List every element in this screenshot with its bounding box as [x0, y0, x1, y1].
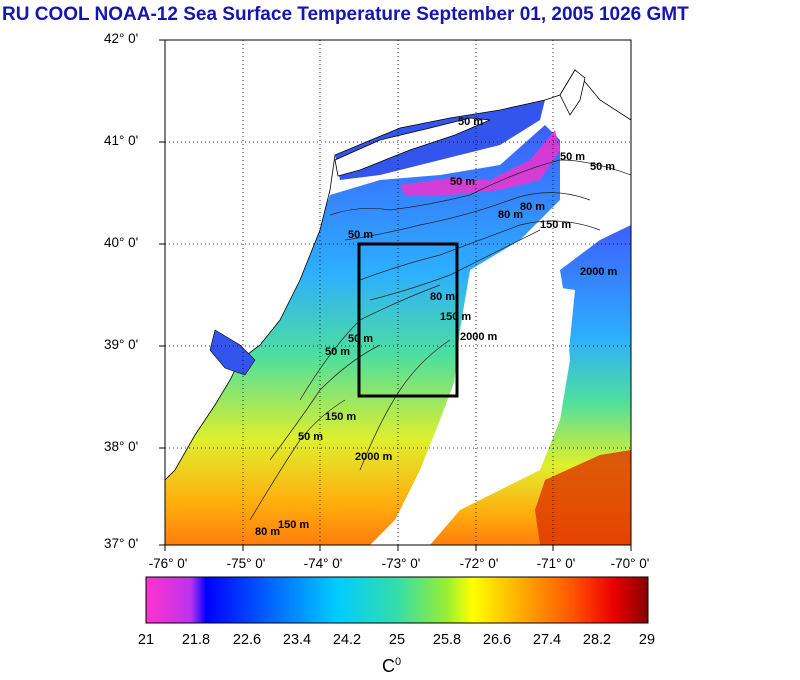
- colorbar-tick-label: 25.8: [432, 632, 462, 648]
- long-island: [334, 117, 491, 177]
- isobath-labels: 50 m 50 m 50 m 80 m 80 m 150 m 50 m 80 m…: [255, 116, 618, 538]
- colorbar-tick-label: 22.6: [232, 632, 262, 648]
- isobath-label: 150 m: [325, 411, 356, 423]
- isobath-label: 2000 m: [355, 451, 393, 463]
- colorbar-tick-label: 28.2: [582, 632, 612, 648]
- isobath-label: 50 m: [458, 116, 483, 128]
- isobath-label: 50 m: [325, 346, 350, 358]
- lon-tick-label: -71° 0': [536, 556, 576, 571]
- lat-tick-label: 37° 0': [104, 536, 139, 551]
- map-title: RU COOL NOAA-12 Sea Surface Temperature …: [2, 4, 689, 25]
- warm-core-east: [535, 450, 631, 545]
- isobath-label: 50 m: [450, 176, 475, 188]
- isobath-label: 2000 m: [580, 266, 618, 278]
- isobath-label: 80 m: [498, 209, 523, 221]
- lat-tick-label: 40° 0': [104, 235, 139, 250]
- colorbar-tick-label: 26.6: [482, 632, 512, 648]
- lon-tick-label: -70° 0': [610, 556, 650, 571]
- sst-field-west: [165, 125, 560, 545]
- colorbar: [145, 576, 649, 624]
- lat-tick-label: 42° 0': [104, 31, 139, 46]
- cloud-mask: [430, 285, 575, 515]
- lon-tick-label: -72° 0': [459, 556, 499, 571]
- isobath-label: 50 m: [590, 161, 615, 173]
- colorbar-tick-label: 23.4: [282, 632, 312, 648]
- isobath-label: 2000 m: [460, 331, 498, 343]
- lon-tick-label: -76° 0': [148, 556, 188, 571]
- isobath-label: 150 m: [540, 219, 571, 231]
- delaware-bay-water: [209, 329, 256, 376]
- lat-tick-label: 41° 0': [104, 133, 139, 148]
- colorbar-tick-label: 27.4: [532, 632, 562, 648]
- units-label: C: [382, 656, 395, 676]
- isobath-label: 150 m: [278, 519, 309, 531]
- colorbar-units: C0: [382, 656, 401, 677]
- colorbar-tick-label: 21.8: [181, 632, 211, 648]
- cold-pool-magenta: [400, 130, 560, 195]
- colorbar-tick-label: 24.2: [332, 632, 362, 648]
- lon-tick-label: -75° 0': [226, 556, 266, 571]
- colorbar-tick-label: 29: [638, 632, 656, 648]
- isobath-label: 80 m: [430, 291, 455, 303]
- study-area-box: [357, 242, 459, 398]
- lat-tick-label: 39° 0': [104, 337, 139, 352]
- isobath-label: 80 m: [255, 526, 280, 538]
- colorbar-tick-label: 21: [137, 632, 155, 648]
- lat-tick-label: 38° 0': [104, 439, 139, 454]
- isobath-label: 50 m: [348, 333, 373, 345]
- isobath-label: 50 m: [298, 431, 323, 443]
- isobath-label: 50 m: [348, 229, 373, 241]
- colorbar-tick-label: 25: [388, 632, 406, 648]
- cape-cod: [559, 69, 586, 116]
- axis-ticks: [159, 39, 632, 551]
- lon-tick-label: -73° 0': [381, 556, 421, 571]
- units-superscript: 0: [395, 656, 402, 668]
- isobath-label: 50 m: [560, 151, 585, 163]
- isobath-label: 80 m: [520, 201, 545, 213]
- lon-tick-label: -74° 0': [303, 556, 343, 571]
